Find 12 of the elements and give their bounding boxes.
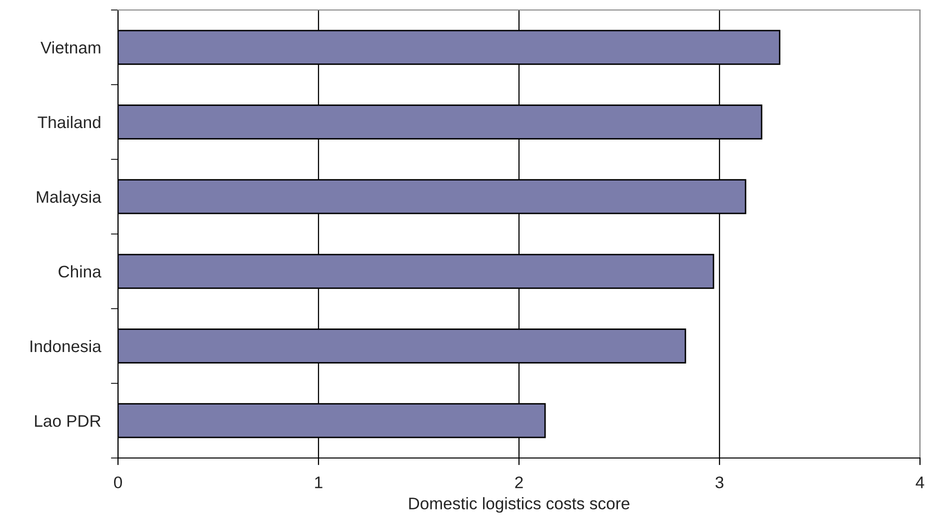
y-tick-label: Malaysia [36,190,102,206]
x-tick-label: 3 [716,476,724,488]
x-axis-title: Domestic logistics costs score [409,497,630,513]
y-tick-label: Lao PDR [35,415,101,427]
y-tick-label: Indonesia [30,340,102,352]
x-tick-label: 4 [916,476,924,488]
x-tick-label: 1 [315,476,322,488]
x-tick-label: 0 [114,476,122,488]
y-tick-label: Thailand [38,116,100,128]
x-tick-label: 2 [515,476,523,488]
y-tick-label: China [58,265,102,278]
y-tick-label: Vietnam [40,41,100,54]
